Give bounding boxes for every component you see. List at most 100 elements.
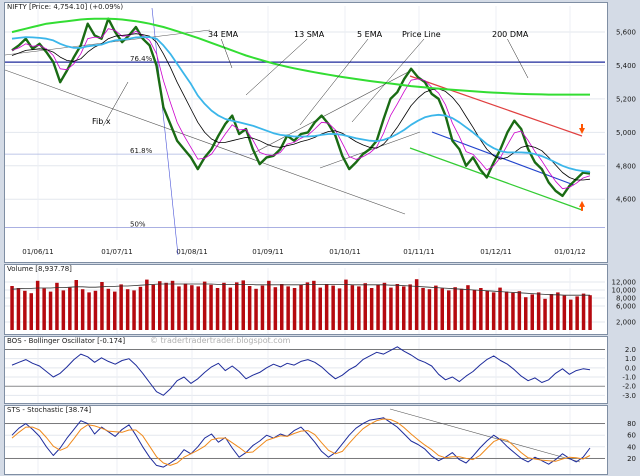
bos-y-tick-label: 1.0 — [625, 355, 636, 363]
volume-bar — [414, 279, 419, 330]
volume-bar — [581, 293, 586, 330]
volume-bar — [549, 294, 554, 330]
series-5-ema — [11, 28, 591, 190]
volume-bar — [119, 284, 123, 330]
volume-bar — [292, 288, 297, 330]
volume-bar — [453, 287, 457, 330]
annotation-pointer — [351, 38, 425, 123]
price-y-tick-label: 5,400 — [616, 62, 636, 70]
volume-y-tick-label: 8,000 — [616, 295, 636, 303]
volume-bar — [395, 284, 400, 330]
volume-bar — [299, 284, 303, 330]
volume-bar — [190, 285, 194, 330]
volume-bar — [138, 286, 143, 330]
volume-bar — [222, 282, 226, 330]
price-x-tick-label: 01/09/11 — [252, 248, 283, 256]
volume-bar — [569, 299, 573, 330]
volume-panel-title: Volume [8,937.78] — [7, 265, 72, 273]
arrow-down-icon — [579, 124, 585, 135]
volume-bar — [55, 282, 59, 330]
volume-bar — [61, 290, 66, 330]
sts-y-tick-label: 80 — [627, 420, 636, 428]
annotation-pointer — [245, 38, 308, 96]
channel-upper-line — [409, 75, 583, 137]
annotation-label: 5 EMA — [357, 30, 383, 39]
volume-bar — [241, 280, 245, 330]
volume-bar — [536, 292, 541, 330]
price-x-tick-label: 01/06/11 — [22, 248, 53, 256]
annotation-label: Price Line — [402, 30, 441, 39]
sts-y-tick-label: 40 — [627, 443, 636, 451]
volume-bar — [68, 287, 72, 330]
volume-bar — [209, 284, 213, 330]
bos-y-tick-label: -1.0 — [622, 374, 636, 382]
bos-line — [11, 346, 591, 396]
volume-bar — [459, 288, 464, 330]
volume-bar — [556, 292, 560, 330]
volume-bar — [35, 280, 40, 330]
volume-bar — [273, 287, 278, 330]
bos-y-tick-label: -2.0 — [622, 383, 636, 391]
volume-bar — [202, 281, 207, 330]
volume-bar — [260, 285, 265, 330]
series-200-dma — [11, 17, 590, 96]
volume-bar — [23, 290, 27, 330]
volume-bar — [125, 289, 130, 330]
volume-bar — [286, 286, 290, 330]
bos-panel — [4, 336, 608, 404]
arrow-up-icon — [579, 200, 585, 211]
volume-bar — [376, 284, 380, 330]
volume-bar — [498, 287, 502, 330]
fib-level-label: 61.8% — [130, 147, 153, 155]
volume-bar — [312, 280, 316, 330]
volume-bar — [87, 292, 91, 330]
volume-bar — [434, 285, 438, 330]
volume-bar — [324, 284, 329, 330]
series-13-sma — [11, 33, 591, 181]
volume-bar — [344, 279, 348, 330]
annotation-label: 13 SMA — [294, 30, 325, 39]
volume-bar — [318, 287, 322, 330]
volume-bar — [363, 283, 367, 330]
volume-bar — [247, 286, 252, 330]
price-x-tick-label: 01/01/12 — [554, 248, 585, 256]
sts-pct-d-line — [11, 418, 591, 466]
volume-bar — [588, 295, 592, 330]
channel-lower-line — [409, 147, 583, 211]
volume-bar — [151, 284, 155, 330]
volume-bar — [421, 288, 425, 330]
fib-vertical-line — [151, 7, 179, 256]
price-y-tick-label: 5,000 — [616, 129, 636, 137]
annotation-pointer — [507, 38, 529, 79]
volume-bar — [562, 295, 567, 330]
volume-bar — [254, 288, 258, 330]
volume-bar — [524, 297, 528, 330]
price-y-tick-label: 4,600 — [616, 196, 636, 204]
volume-bar — [132, 290, 136, 330]
volume-bar — [491, 292, 496, 330]
volume-bar — [357, 286, 361, 330]
volume-bar — [575, 296, 579, 330]
sts-panel-title: STS - Stochastic [38.74] — [7, 406, 92, 414]
sts-y-tick-label: 60 — [627, 432, 636, 440]
volume-bar — [369, 288, 374, 330]
volume-bar — [402, 286, 406, 330]
annotation-pointer — [220, 38, 233, 69]
volume-ma-line — [11, 283, 590, 296]
volume-bar — [440, 288, 444, 330]
series-34-ema — [11, 36, 591, 173]
volume-bar — [382, 282, 387, 330]
volume-bar — [10, 286, 14, 330]
price-x-tick-label: 01/08/11 — [176, 248, 207, 256]
volume-bar — [267, 280, 271, 330]
volume-bar — [177, 286, 181, 330]
volume-bar — [228, 287, 233, 330]
annotation-pointer — [102, 81, 129, 127]
volume-bar — [389, 287, 393, 330]
volume-y-tick-label: 2,000 — [616, 319, 636, 327]
bos-y-tick-label: 0.0 — [625, 364, 636, 372]
volume-bar — [517, 291, 522, 330]
volume-bar — [48, 291, 53, 330]
